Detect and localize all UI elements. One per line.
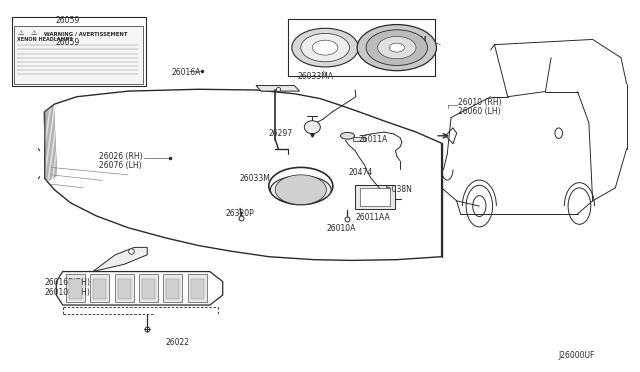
Bar — [139, 274, 158, 302]
Bar — [360, 188, 390, 206]
Polygon shape — [93, 247, 147, 272]
Text: 26010 (RH): 26010 (RH) — [458, 98, 501, 107]
Circle shape — [269, 167, 333, 205]
Bar — [12, 17, 146, 86]
Circle shape — [292, 28, 358, 67]
Text: 26022: 26022 — [165, 338, 189, 347]
Bar — [163, 274, 182, 302]
Text: 26297: 26297 — [269, 129, 293, 138]
Text: XENON HEADLAMPS: XENON HEADLAMPS — [17, 37, 73, 42]
Text: ⚠: ⚠ — [18, 31, 24, 36]
Bar — [288, 19, 435, 76]
Text: WARNING / AVERTISSEMENT: WARNING / AVERTISSEMENT — [44, 31, 127, 36]
Text: 26033M: 26033M — [240, 174, 271, 183]
Text: 26011A: 26011A — [358, 135, 388, 144]
Polygon shape — [256, 86, 300, 91]
Bar — [188, 274, 207, 302]
Polygon shape — [45, 89, 442, 260]
Bar — [353, 137, 365, 141]
Text: 26016A: 26016A — [172, 68, 201, 77]
Bar — [93, 279, 106, 299]
Circle shape — [378, 36, 416, 59]
Bar — [355, 185, 395, 209]
Circle shape — [357, 25, 436, 71]
Text: 20474: 20474 — [349, 169, 373, 177]
Bar — [118, 279, 131, 299]
Circle shape — [275, 175, 326, 205]
Ellipse shape — [340, 132, 355, 139]
Polygon shape — [56, 272, 223, 305]
Circle shape — [312, 40, 338, 55]
Text: 26320P: 26320P — [225, 209, 254, 218]
Text: 26010A: 26010A — [326, 224, 356, 233]
Text: 26010H(LH): 26010H(LH) — [45, 288, 91, 296]
Bar — [14, 26, 143, 84]
Text: 26011AA: 26011AA — [355, 213, 390, 222]
Text: 26059: 26059 — [55, 38, 79, 47]
Text: 26033MA: 26033MA — [298, 72, 333, 81]
Ellipse shape — [270, 176, 332, 203]
Text: 26029M: 26029M — [397, 36, 428, 45]
Circle shape — [366, 30, 428, 65]
Text: 26059: 26059 — [55, 16, 79, 25]
Circle shape — [301, 33, 349, 62]
Text: 26076 (LH): 26076 (LH) — [99, 161, 142, 170]
Text: 26060 (LH): 26060 (LH) — [458, 107, 500, 116]
Text: ⚠: ⚠ — [31, 31, 37, 36]
Bar — [115, 274, 134, 302]
Bar — [69, 279, 82, 299]
Ellipse shape — [305, 121, 321, 134]
Bar — [166, 279, 179, 299]
Bar — [191, 279, 204, 299]
Text: 26038N: 26038N — [383, 185, 413, 194]
Text: J26000UF: J26000UF — [559, 351, 595, 360]
Bar — [90, 274, 109, 302]
Bar — [142, 279, 155, 299]
Bar — [66, 274, 85, 302]
Text: 26026 (RH): 26026 (RH) — [99, 152, 143, 161]
Text: 26016E(RH): 26016E(RH) — [45, 278, 91, 287]
Circle shape — [389, 43, 404, 52]
